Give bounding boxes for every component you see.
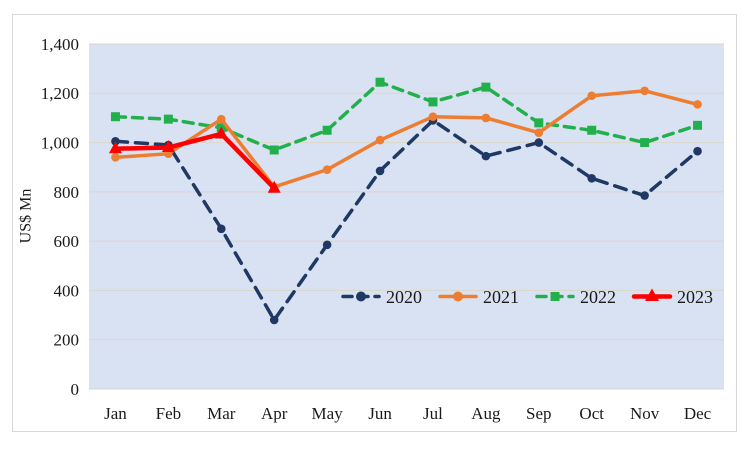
plot-area <box>89 44 724 389</box>
series-2020-marker <box>534 138 544 147</box>
x-tick-label: Aug <box>471 404 501 423</box>
series-2021-marker <box>640 86 649 96</box>
series-2021-marker <box>693 100 702 109</box>
series-2023-marker <box>161 140 175 153</box>
legend-marker <box>453 291 463 302</box>
x-tick-label: May <box>312 404 344 423</box>
series-2021-marker <box>322 165 332 174</box>
series-2023-line <box>113 131 277 191</box>
series-2021-marker <box>375 135 385 145</box>
series-2020-marker <box>322 240 332 250</box>
series-2021-marker <box>216 114 226 124</box>
x-tick-label: Sep <box>526 404 552 423</box>
legend-marker <box>356 291 366 302</box>
series-2020-marker <box>693 146 702 156</box>
legend-marker <box>645 288 659 301</box>
y-tick-label: 1,400 <box>41 35 79 54</box>
series-2021-marker <box>534 128 544 138</box>
series-2021-marker <box>587 91 597 101</box>
series-2022-marker <box>481 82 491 92</box>
legend-label: 2021 <box>483 287 519 307</box>
y-tick-label: 400 <box>54 281 80 300</box>
legend-item-2020: 2020 <box>341 287 422 307</box>
line-chart: 0 200 400 600 800 1,000 1,200 1,400 Jan Feb Mar Apr… <box>18 35 724 423</box>
series-2022-marker <box>534 118 544 128</box>
series-2022-marker <box>163 114 173 124</box>
y-tick-label: 600 <box>54 232 80 251</box>
y-tick-label: 800 <box>54 183 80 202</box>
x-tick-label: Jan <box>104 404 127 423</box>
series-2022-marker <box>110 112 120 122</box>
y-tick-label: 200 <box>54 331 80 350</box>
x-tick-label: Oct <box>579 404 604 423</box>
series-2021-marker <box>428 112 438 121</box>
series-2022-marker <box>269 145 279 155</box>
x-tick-label: Jul <box>423 404 443 423</box>
legend-label: 2022 <box>580 287 616 307</box>
x-tick-label: Mar <box>207 404 236 423</box>
x-tick-label: Nov <box>630 404 660 423</box>
series-2021-line <box>113 89 700 189</box>
legend-item-2023: 2023 <box>631 287 713 307</box>
x-tick-label: Jun <box>368 404 392 423</box>
series-2020-marker <box>640 191 649 200</box>
series-2022-marker <box>587 125 597 135</box>
y-tick-label: 0 <box>71 380 80 399</box>
x-tick-label: Dec <box>684 404 712 423</box>
y-axis-title: US$ Mn <box>18 189 35 244</box>
series-2022-marker <box>693 120 703 130</box>
series-2022-marker <box>428 97 438 107</box>
series-2022-line <box>113 80 700 152</box>
series-2021-marker <box>111 153 120 162</box>
series-2022-marker <box>322 125 332 135</box>
series-2020-marker <box>375 166 385 176</box>
legend-marker <box>550 292 560 301</box>
series-2020-marker <box>587 174 597 183</box>
x-tick-label: Feb <box>156 404 182 423</box>
series-2020-marker <box>216 224 226 234</box>
series-2023-marker <box>214 126 228 139</box>
series-2020-marker <box>481 151 491 161</box>
chart-figure: 0 200 400 600 800 1,000 1,200 1,400 Jan Feb Mar Apr… <box>12 14 737 432</box>
series-2022-marker <box>375 77 385 87</box>
series-2020-marker <box>269 315 279 325</box>
legend-item-2022: 2022 <box>535 287 616 307</box>
y-tick-label: 1,000 <box>41 134 79 153</box>
series-2020-line <box>113 118 700 324</box>
legend-item-2021: 2021 <box>438 287 519 307</box>
y-tick-label: 1,200 <box>41 84 79 103</box>
series-2023-marker <box>267 180 281 193</box>
series-2021-marker <box>481 113 491 123</box>
x-tick-label: Apr <box>261 404 288 423</box>
legend-label: 2023 <box>677 287 713 307</box>
series-2022-marker <box>640 138 650 148</box>
legend-label: 2020 <box>386 287 422 307</box>
series-2023-marker <box>108 141 122 154</box>
